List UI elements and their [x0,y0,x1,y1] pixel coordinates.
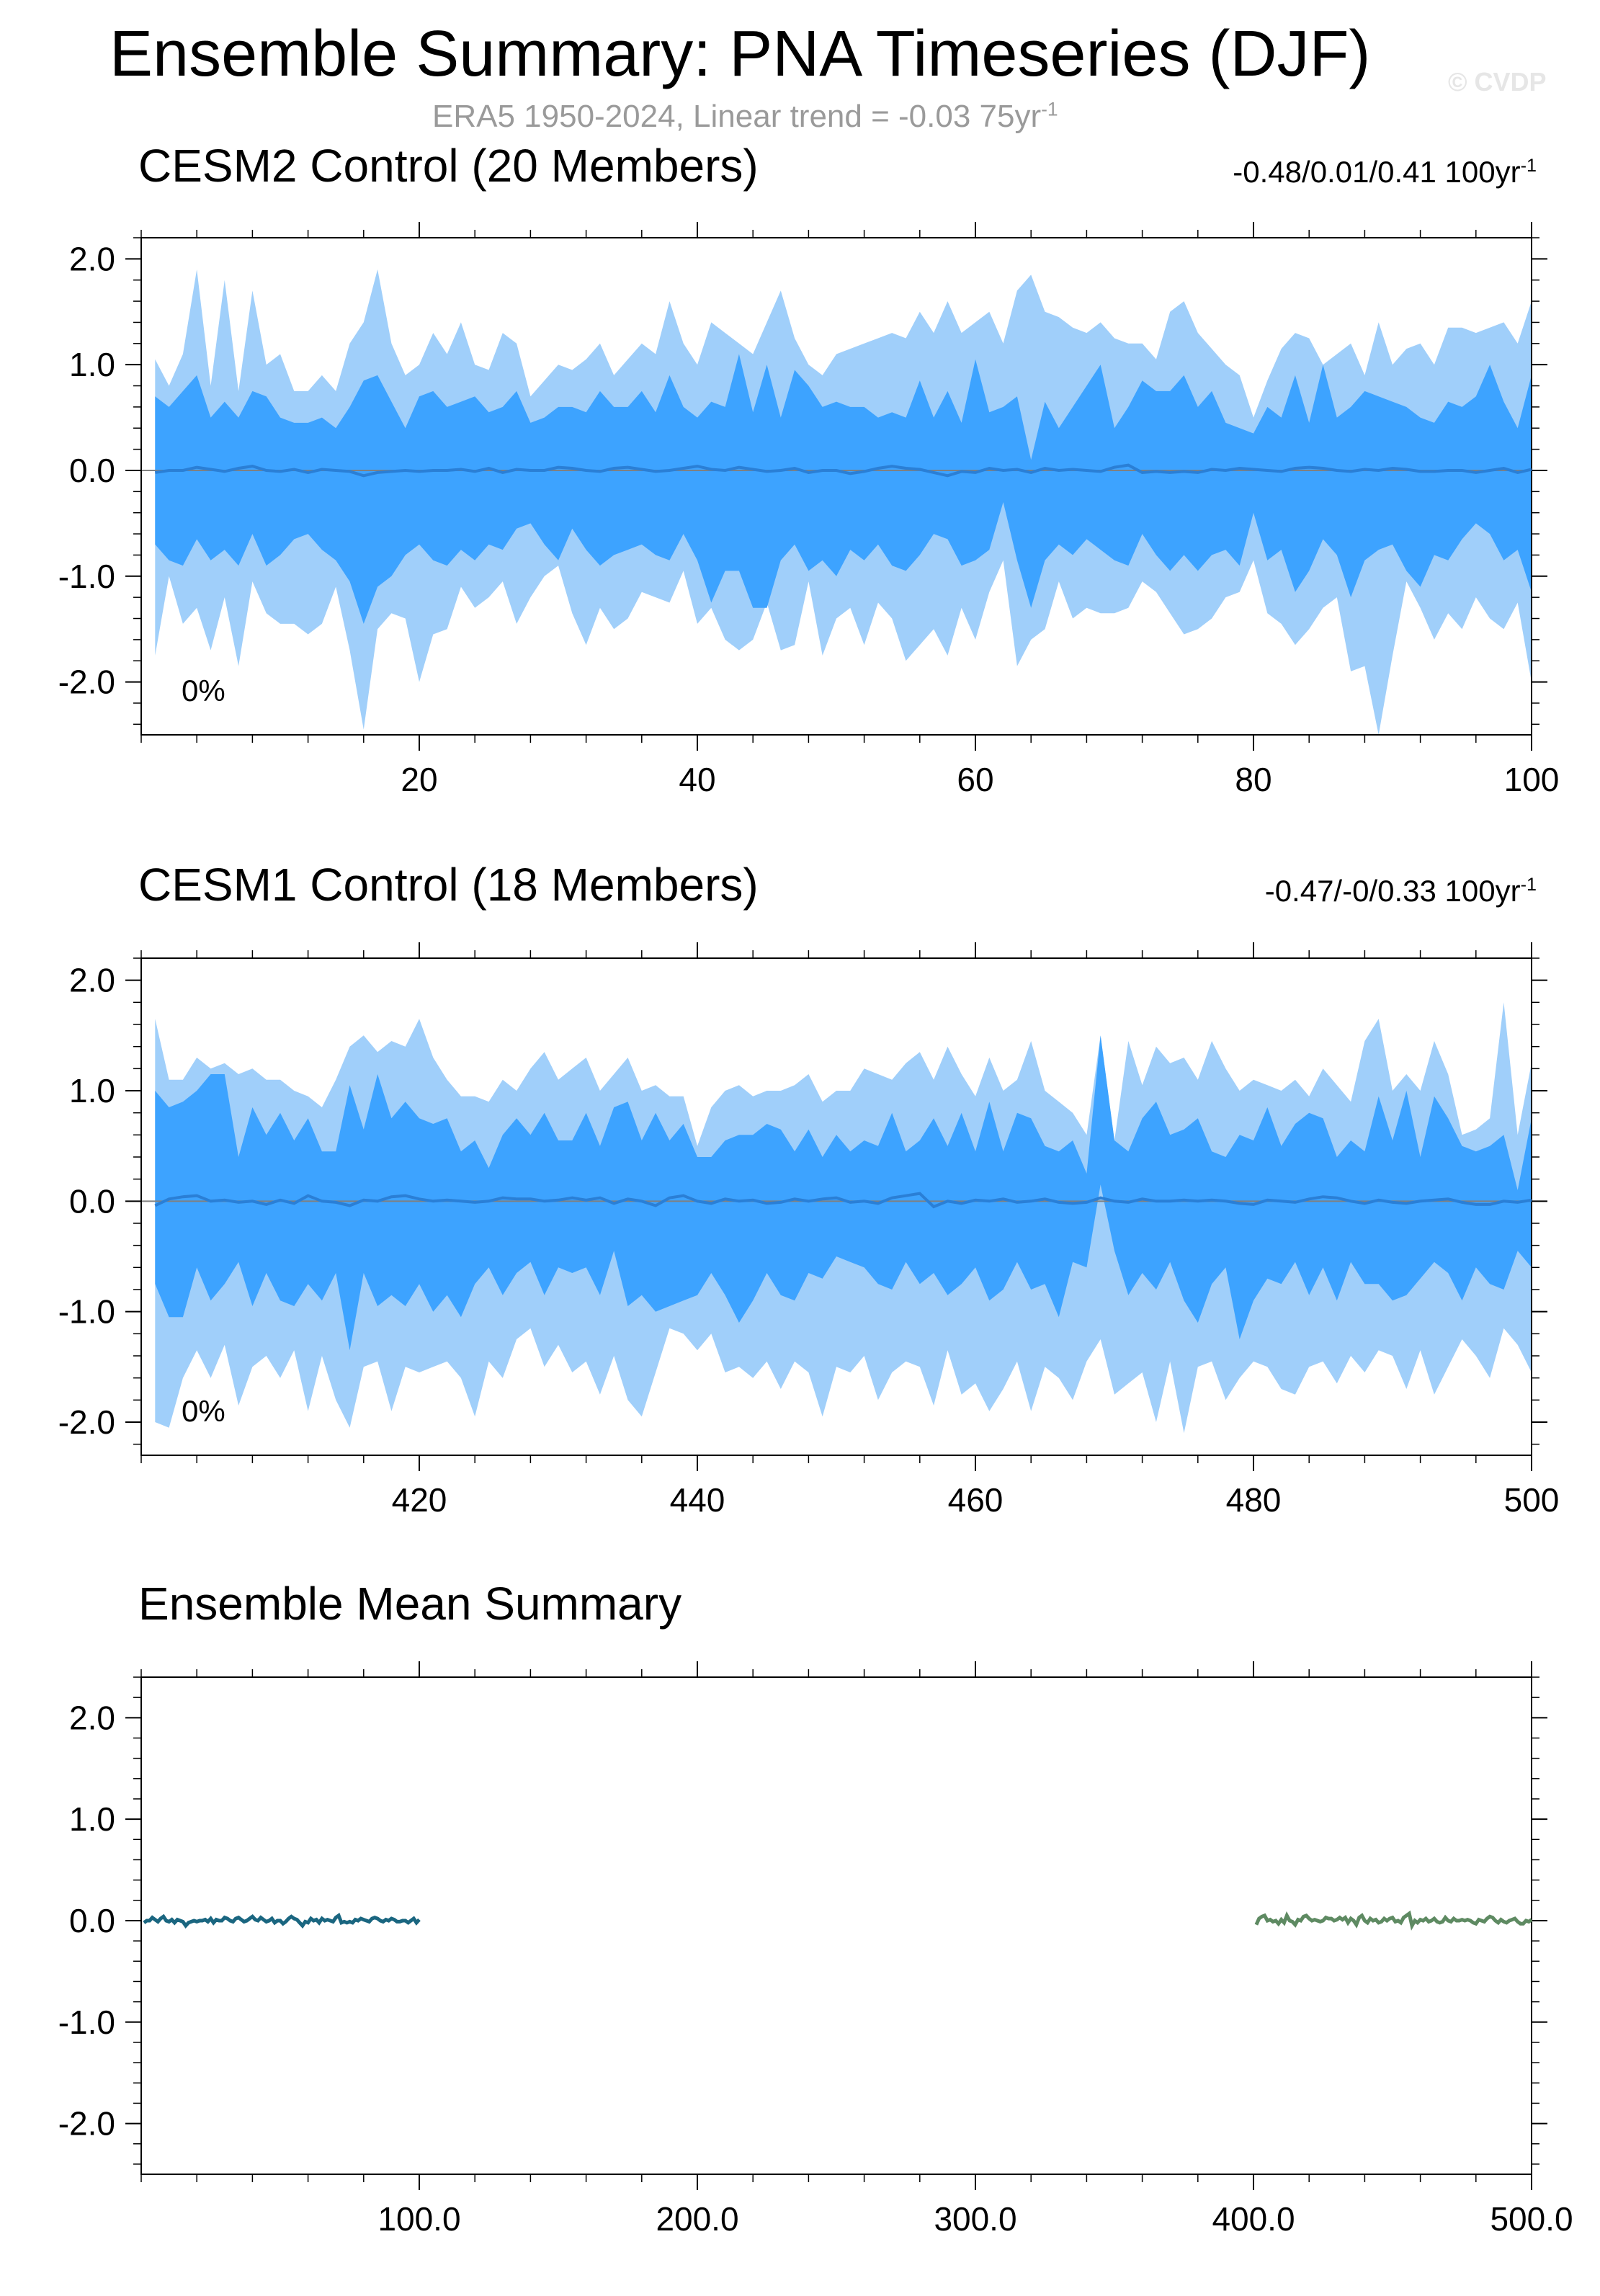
cesm2-ensemble-mean-line [155,463,1532,478]
mean-xtick-label: 100.0 [377,2200,460,2238]
cesm1-ytick-label: 1.0 [69,1072,115,1109]
cesm1-xtick-label: 500 [1504,1481,1560,1519]
cesm1-frame [140,957,1532,1456]
cesm2-xtick-label: 20 [401,761,437,798]
cesm1-ytick-label: 2.0 [69,962,115,999]
cesm1-xtick-label: 460 [948,1481,1004,1519]
trend-label-cesm2: -0.48/0.01/0.41 100yr-1 [1233,155,1537,189]
cesm1-xtick-label: 480 [1226,1481,1282,1519]
panel-title-cesm2: CESM2 Control (20 Members) [138,140,759,192]
cesm1-ytick-label: -1.0 [58,1293,115,1331]
mean-ytick-label: 1.0 [69,1800,115,1838]
observation-label: ERA5 1950-2024, Linear trend = -0.03 75y… [432,99,1042,134]
cesm2-ytick-label: -1.0 [58,558,115,595]
cesm2-xtick-label: 40 [679,761,715,798]
percent-label-cesm2: 0% [182,674,225,707]
cesm2-xtick-label: 60 [957,761,993,798]
mean-ytick-label: 2.0 [69,1699,115,1736]
mean-xtick-label: 400.0 [1212,2200,1295,2238]
cesm1-ensemble-mean-line [154,1192,1532,1209]
mean-panel-title: Ensemble Mean Summary [138,1578,682,1630]
cesm2-ytick-label: -2.0 [58,664,115,701]
cesm2-ytick-label: 0.0 [69,452,115,489]
trend-label-cesm1: -0.47/-0/0.33 100yr-1 [1264,874,1537,908]
mean-frame [140,1676,1532,2175]
mean-ytick-label: -2.0 [58,2105,115,2143]
mean-xtick-label: 500.0 [1490,2200,1573,2238]
cesm2-xtick-label: 80 [1235,761,1271,798]
cesm1-timeseries-panel: 2.0 1.0 0.0 -1.0 -2.0 420 440 460 480 500 [58,942,1560,1519]
trend-superscript-cesm2: -1 [1520,156,1537,176]
cesm1-ytick-label: -2.0 [58,1403,115,1441]
trend-text-cesm1: -0.47/-0/0.33 100yr [1264,874,1521,908]
cesm2-mean-series-line [143,1912,421,1929]
percent-label-cesm1: 0% [182,1394,225,1428]
cesm2-frame [140,237,1532,736]
cesm2-timeseries-panel: 2.0 1.0 0.0 -1.0 -2.0 20 40 60 80 100 [58,222,1560,798]
main-title: Ensemble Summary: PNA Timeseries (DJF) [110,18,1371,90]
trend-superscript-cesm1: -1 [1520,875,1537,895]
observation-subtitle: ERA5 1950-2024, Linear trend = -0.03 75y… [432,98,1058,134]
cesm1-xtick-label: 440 [670,1481,725,1519]
mean-ytick-label: -1.0 [58,2004,115,2041]
observation-superscript: -1 [1041,98,1058,120]
cesm2-xtick-label: 100 [1504,761,1560,798]
mean-ytick-label: 0.0 [69,1902,115,1939]
mean-xtick-label: 200.0 [656,2200,738,2238]
cesm1-interquartile-band [155,1035,1532,1351]
cesm2-interquartile-band [155,354,1532,624]
cesm1-ytick-label: 0.0 [69,1182,115,1220]
panel-title-cesm1: CESM1 Control (18 Members) [138,859,759,911]
cesm1-xtick-label: 420 [392,1481,447,1519]
trend-text-cesm2: -0.48/0.01/0.41 100yr [1233,155,1521,189]
mean-xtick-label: 300.0 [934,2200,1016,2238]
cesm1-mean-series-line [1254,1910,1533,1931]
cesm2-ytick-label: 2.0 [69,240,115,277]
cvdp-watermark: © CVDP [1448,67,1547,97]
ensemble-mean-panel: 2.0 1.0 0.0 -1.0 -2.0 100.0 200.0 300.0 400.0 500… [58,1661,1573,2238]
cesm2-ytick-label: 1.0 [69,346,115,383]
